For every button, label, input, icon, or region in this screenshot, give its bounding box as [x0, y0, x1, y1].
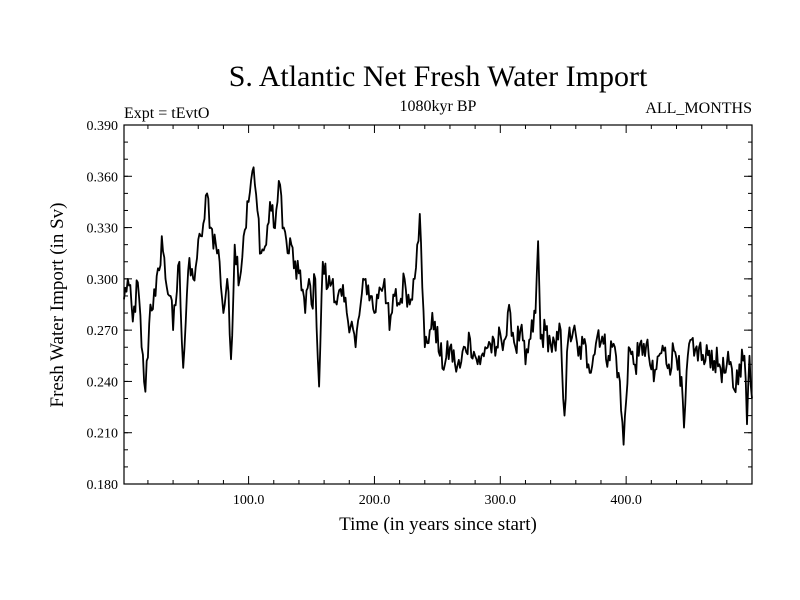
- y-tick-label: 0.360: [87, 170, 119, 185]
- x-tick-label: 100.0: [233, 493, 265, 508]
- x-axis-label: Time (in years since start): [339, 514, 537, 535]
- ticks-layer: 0.180 0.210 0.240 0.270 0.300 0.330 0.360 0.390…: [87, 119, 752, 508]
- chart-title: S. Atlantic Net Fresh Water Import: [229, 60, 648, 93]
- y-tick-label: 0.210: [87, 427, 119, 442]
- y-tick-label: 0.390: [87, 119, 119, 134]
- date-label: 1080kyr BP: [400, 98, 477, 115]
- y-tick-label: 0.180: [87, 478, 119, 493]
- x-tick-label: 200.0: [359, 493, 391, 508]
- x-tick-label: 400.0: [610, 493, 642, 508]
- x-tick-label: 300.0: [485, 493, 517, 508]
- experiment-label: Expt = tEvtO: [124, 105, 209, 122]
- y-tick-label: 0.330: [87, 222, 119, 237]
- y-axis-label: Fresh Water Import (in Sv): [47, 203, 68, 408]
- fresh-water-series-line: [123, 166, 753, 446]
- y-tick-label: 0.300: [87, 273, 119, 288]
- y-tick-label: 0.270: [87, 324, 119, 339]
- months-label: ALL_MONTHS: [645, 100, 752, 117]
- plot-frame: [123, 124, 753, 485]
- y-tick-label: 0.240: [87, 375, 119, 390]
